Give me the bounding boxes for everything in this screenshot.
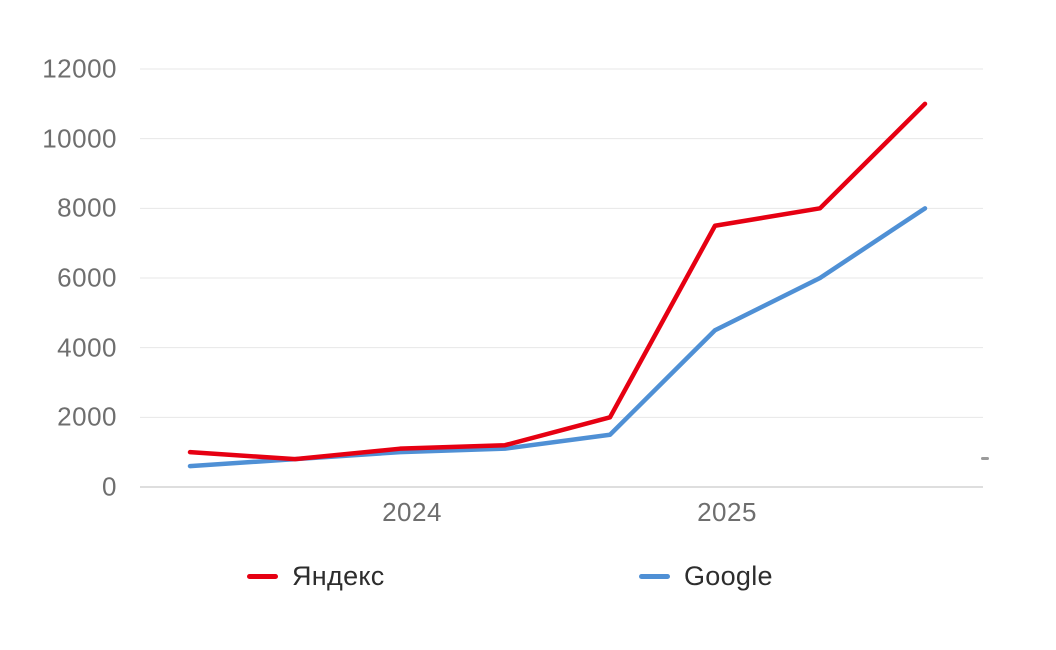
y-axis-label-6000: 6000 <box>57 262 117 293</box>
legend-item-yandex[interactable]: Яндекс <box>247 558 385 594</box>
y-axis-label-12000: 12000 <box>42 53 117 84</box>
series-line-Яндекс <box>187 101 928 462</box>
legend-label-google: Google <box>684 560 773 591</box>
y-axis-label-4000: 4000 <box>57 332 117 363</box>
chart-legend: Яндекс Google <box>0 558 1056 594</box>
series-line-Google <box>187 206 928 469</box>
x-axis-label-2024: 2024 <box>382 497 442 527</box>
y-axis-label-10000: 10000 <box>42 123 117 154</box>
y-axis-label-2000: 2000 <box>57 401 117 432</box>
y-axis-label-8000: 8000 <box>57 192 117 223</box>
y-axis-label-0: 0 <box>102 471 117 502</box>
x-axis-label-2025: 2025 <box>697 497 757 527</box>
google-series-swatch <box>639 573 670 579</box>
right-edge-dash <box>981 457 989 460</box>
legend-item-google[interactable]: Google <box>639 558 773 594</box>
legend-label-yandex: Яндекс <box>292 560 385 591</box>
yandex-series-swatch <box>247 573 278 579</box>
